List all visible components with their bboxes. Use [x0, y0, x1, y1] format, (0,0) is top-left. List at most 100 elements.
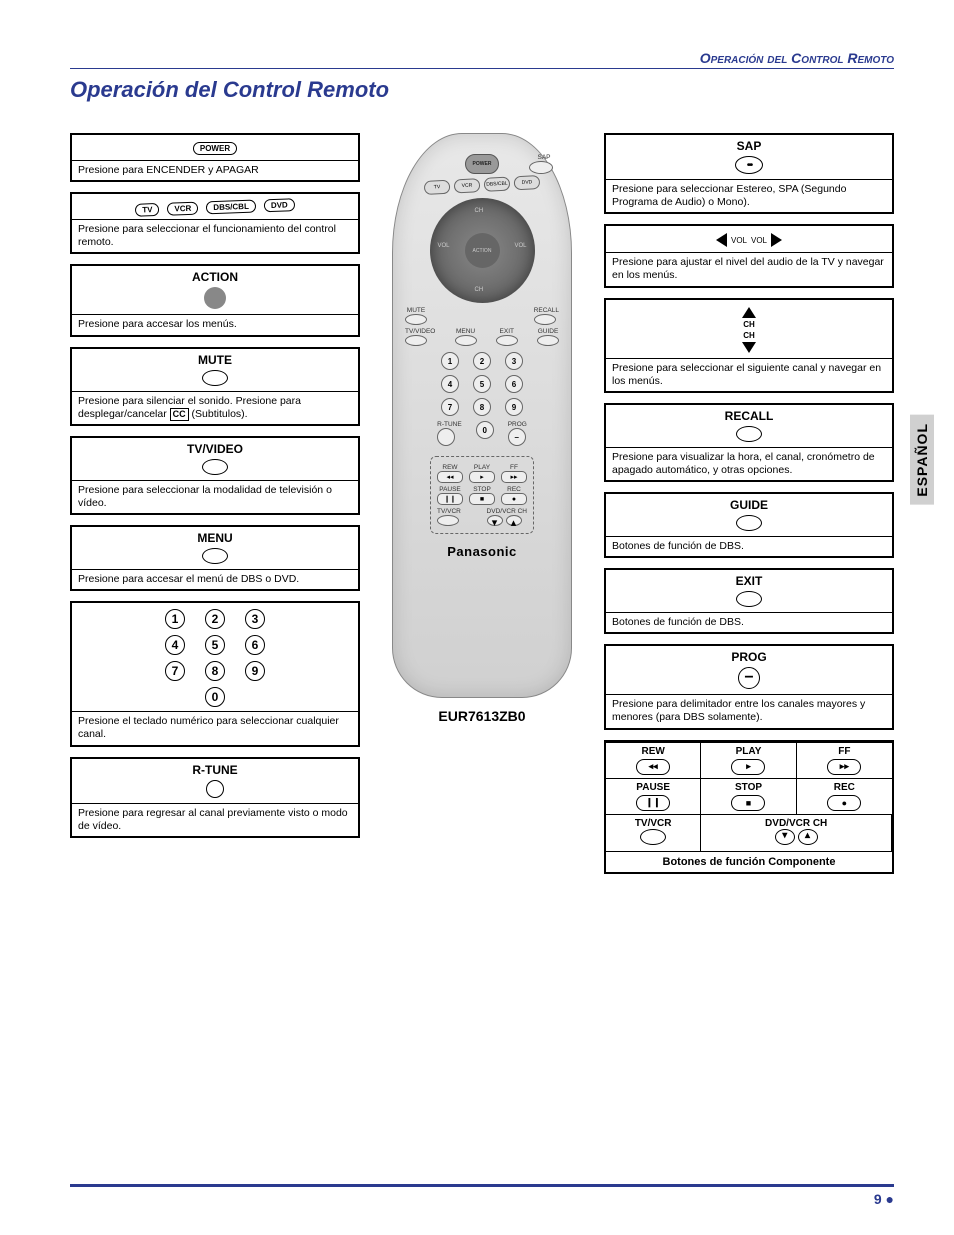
mute-icon: [202, 370, 228, 386]
ch-box: CH CH Presione para seleccionar el sigui…: [604, 298, 894, 393]
mode-pill-tv: TV: [135, 203, 160, 217]
rm-rtune: [437, 428, 455, 446]
rm-mode-vcr: VCR: [454, 178, 481, 193]
sap-desc: Presione para seleccionar Estereo, SPA (…: [606, 179, 892, 212]
cc-box: CC: [170, 408, 189, 421]
pb-stop: STOP■: [701, 779, 796, 815]
playback-box: REW◂◂ PLAY▸ FF▸▸ PAUSE❙❙ STOP■ REC● TV/V…: [604, 740, 894, 874]
rm-playback-group: REW◂◂ PLAY▸ FF▸▸ PAUSE❙❙ STOP■ REC● TV/V…: [430, 456, 534, 534]
mute-desc: Presione para silenciar el sonido. Presi…: [72, 391, 358, 424]
rm-mode-dvd: DVD: [514, 175, 541, 190]
key-8: 8: [205, 661, 225, 681]
action-box: ACTION Presione para accesar los menús.: [70, 264, 360, 336]
key-3: 3: [245, 609, 265, 629]
rm-tvvideo: [405, 335, 427, 346]
pb-footer: Botones de función Componente: [606, 852, 892, 872]
key-1: 1: [165, 609, 185, 629]
rm-menu: [455, 335, 477, 346]
key-0: 0: [205, 687, 225, 707]
tvvideo-icon: [202, 459, 228, 475]
pb-play: PLAY▸: [701, 743, 796, 779]
power-desc: Presione para ENCENDER y APAGAR: [72, 160, 358, 180]
sap-icon: •••: [735, 156, 763, 174]
exit-label: EXIT: [610, 574, 888, 588]
key-9: 9: [245, 661, 265, 681]
left-column: POWER Presione para ENCENDER y APAGAR TV…: [70, 133, 360, 838]
main-layout: POWER Presione para ENCENDER y APAGAR TV…: [70, 133, 894, 874]
right-column: SAP ••• Presione para seleccionar Estere…: [604, 133, 894, 874]
mode-desc: Presione para seleccionar el funcionamie…: [72, 219, 358, 252]
pb-dvdvcrch: DVD/VCR CH▾ ▴: [701, 815, 892, 852]
prog-label: PROG: [610, 650, 888, 664]
menu-icon: [202, 548, 228, 564]
menu-desc: Presione para accesar el menú de DBS o D…: [72, 569, 358, 589]
rm-guide: [537, 335, 559, 346]
vol-box: VOL VOL Presione para ajustar el nivel d…: [604, 224, 894, 287]
pb-ff: FF▸▸: [797, 743, 892, 779]
pb-rec: REC●: [797, 779, 892, 815]
recall-label: RECALL: [610, 409, 888, 423]
pb-tvvcr: TV/VCR: [606, 815, 701, 852]
rm-power: POWER: [465, 154, 499, 174]
rtune-label: R-TUNE: [76, 763, 354, 777]
rm-exit: [496, 335, 518, 346]
remote-brand: Panasonic: [447, 544, 517, 559]
rtune-box: R-TUNE Presione para regresar al canal p…: [70, 757, 360, 838]
keypad-desc: Presione el teclado numérico para selecc…: [72, 711, 358, 744]
pb-pause: PAUSE❙❙: [606, 779, 701, 815]
menu-box: MENU Presione para accesar el menú de DB…: [70, 525, 360, 591]
rtune-desc: Presione para regresar al canal previame…: [72, 803, 358, 836]
key-7: 7: [165, 661, 185, 681]
prog-box: PROG − Presione para delimitador entre l…: [604, 644, 894, 729]
exit-desc: Botones de función de DBS.: [606, 612, 892, 632]
prog-desc: Presione para delimitador entre los cana…: [606, 694, 892, 727]
mode-pill-dbs: DBS/CBL: [206, 200, 256, 215]
mode-box: TV VCR DBS/CBL DVD Presione para selecci…: [70, 192, 360, 254]
remote-control: POWER SAP TV VCR DBS/CBL DVD ACTION CH C…: [392, 133, 572, 698]
key-2: 2: [205, 609, 225, 629]
pb-rew: REW◂◂: [606, 743, 701, 779]
ch-desc: Presione para seleccionar el siguiente c…: [606, 358, 892, 391]
mode-pill-dvd: DVD: [264, 198, 295, 212]
action-label: ACTION: [76, 270, 354, 284]
rm-mute: [405, 314, 427, 325]
rtune-icon: [206, 780, 224, 798]
page-footer: 9 ●: [70, 1184, 894, 1207]
page-title: Operación del Control Remoto: [70, 77, 894, 103]
rm-disc: ACTION CH CH VOL VOL: [430, 198, 535, 303]
keypad-box: 123 456 789 0 Presione el teclado numéri…: [70, 601, 360, 746]
action-desc: Presione para accesar los menús.: [72, 314, 358, 334]
rm-prog: –: [508, 428, 526, 446]
header-section: Operación del Control Remoto: [70, 50, 894, 69]
tvvideo-desc: Presione para seleccionar la modalidad d…: [72, 480, 358, 513]
vol-right-icon: [771, 233, 782, 247]
key-6: 6: [245, 635, 265, 655]
exit-icon: [736, 591, 762, 607]
guide-icon: [736, 515, 762, 531]
ch-down-icon: [742, 342, 756, 353]
guide-desc: Botones de función de DBS.: [606, 536, 892, 556]
rm-mode-dbs: DBS/CBL: [484, 177, 511, 192]
prog-icon: −: [738, 667, 760, 689]
language-tab: ESPAÑOL: [910, 415, 934, 505]
tvvideo-label: TV/VIDEO: [76, 442, 354, 456]
mute-box: MUTE Presione para silenciar el sonido. …: [70, 347, 360, 426]
action-icon: [204, 287, 226, 309]
rm-mode-tv: TV: [424, 180, 451, 195]
mode-pill-vcr: VCR: [167, 202, 198, 216]
recall-box: RECALL Presione para visualizar la hora,…: [604, 403, 894, 482]
remote-model: EUR7613ZB0: [438, 708, 525, 724]
ch-up-icon: [742, 307, 756, 318]
sap-box: SAP ••• Presione para seleccionar Estere…: [604, 133, 894, 214]
guide-label: GUIDE: [610, 498, 888, 512]
rm-sap: [529, 161, 553, 174]
exit-box: EXIT Botones de función de DBS.: [604, 568, 894, 634]
vol-desc: Presione para ajustar el nivel del audio…: [606, 252, 892, 285]
key-4: 4: [165, 635, 185, 655]
mute-label: MUTE: [76, 353, 354, 367]
tvvideo-box: TV/VIDEO Presione para seleccionar la mo…: [70, 436, 360, 515]
recall-icon: [736, 426, 762, 442]
key-5: 5: [205, 635, 225, 655]
guide-box: GUIDE Botones de función de DBS.: [604, 492, 894, 558]
rm-recall: [534, 314, 556, 325]
